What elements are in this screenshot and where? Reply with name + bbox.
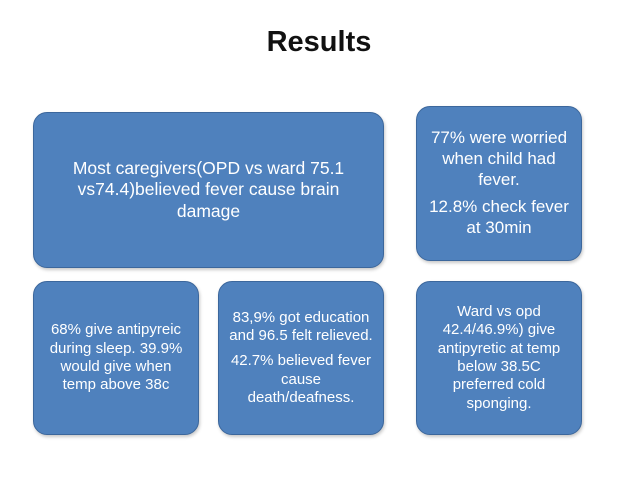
education-text: 83,9% got education and 96.5 felt reliev… (229, 308, 373, 345)
slide-title: Results (266, 26, 372, 58)
brain-damage-text: Most caregivers(OPD vs ward 75.1 vs74.4)… (72, 157, 345, 221)
brain-damage-box: Most caregivers(OPD vs ward 75.1 vs74.4)… (33, 112, 384, 268)
education-box: 83,9% got education and 96.5 felt reliev… (218, 281, 384, 435)
death-deafness-text: 42.7% believed fever cause death/deafnes… (230, 352, 372, 406)
check-fever-text: 12.8% check fever at 30min (429, 197, 569, 238)
ward-vs-opd-text: Ward vs opd 42.4/46.9%) give antipyretic… (437, 303, 561, 412)
worried-text: 77% were worried when child had fever. (430, 128, 568, 189)
antipyretic-sleep-box: 68% give antipyreic during sleep. 39.9% … (33, 281, 199, 435)
ward-vs-opd-box: Ward vs opd 42.4/46.9%) give antipyretic… (416, 281, 582, 435)
antipyretic-sleep-text: 68% give antipyreic during sleep. 39.9% … (49, 321, 183, 394)
worried-box: 77% were worried when child had fever. 1… (416, 106, 582, 261)
